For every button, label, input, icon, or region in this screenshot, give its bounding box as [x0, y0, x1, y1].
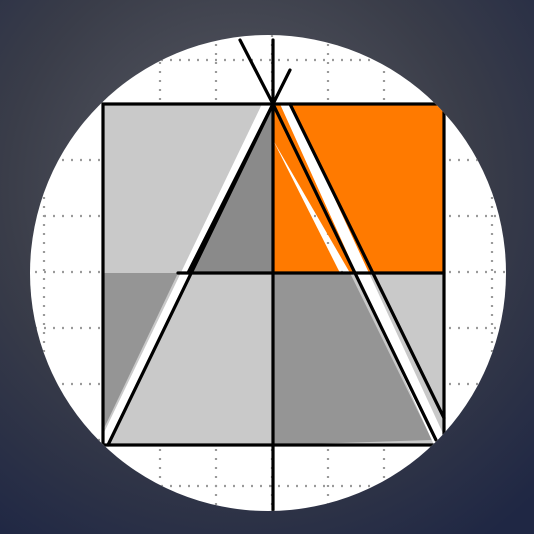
logo-artwork — [35, 35, 505, 511]
dark-gray-facet-left — [103, 273, 178, 430]
orange-accent-triangle — [273, 140, 340, 273]
orange-accent-panel — [273, 104, 444, 273]
construction-lines — [101, 38, 446, 511]
dark-gray-facet-right — [273, 273, 432, 445]
